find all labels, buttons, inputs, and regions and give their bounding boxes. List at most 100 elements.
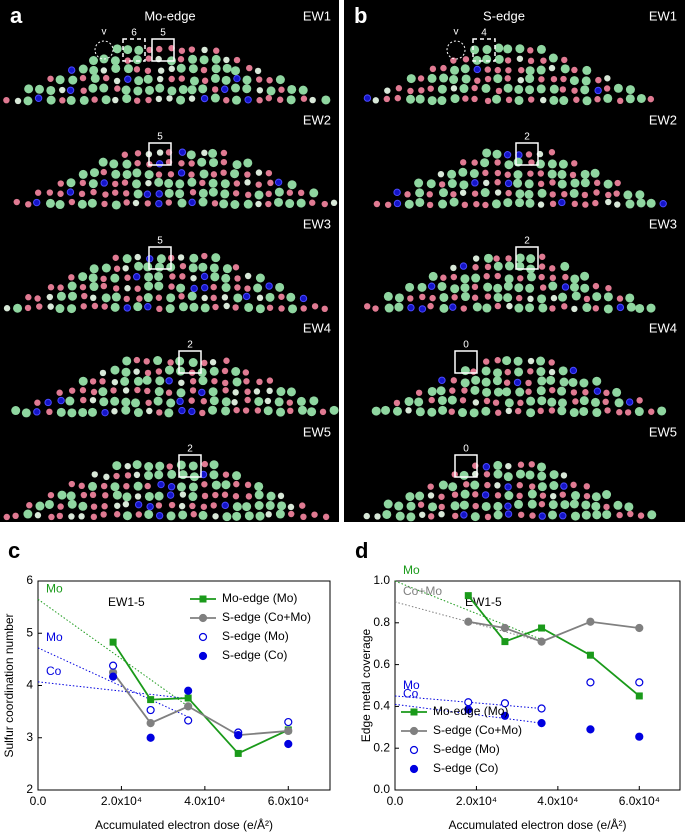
atom xyxy=(415,188,425,198)
atom xyxy=(157,67,165,74)
atom xyxy=(583,295,591,303)
atom xyxy=(627,510,634,518)
atom xyxy=(527,170,534,177)
atom xyxy=(122,159,132,169)
atom xyxy=(78,513,85,520)
x-tick-label: 6.0x10⁴ xyxy=(619,794,660,808)
atom xyxy=(122,492,132,502)
atom xyxy=(481,377,491,387)
atom xyxy=(44,398,52,407)
atom xyxy=(582,303,592,313)
atom xyxy=(57,284,64,291)
atom xyxy=(110,273,120,283)
atom xyxy=(144,461,154,471)
atom xyxy=(515,44,525,54)
atom xyxy=(223,56,230,64)
atom xyxy=(540,57,547,64)
atom xyxy=(516,55,524,62)
atom xyxy=(56,512,64,520)
atom xyxy=(494,169,502,177)
y-tick-label: 5 xyxy=(26,625,33,639)
panel-label: b xyxy=(354,3,367,28)
atom xyxy=(264,397,272,405)
atom xyxy=(144,272,154,282)
atom xyxy=(460,366,470,376)
atom xyxy=(211,253,221,263)
atom xyxy=(572,398,579,405)
atom xyxy=(175,189,185,199)
atom xyxy=(616,409,623,416)
atom xyxy=(78,64,88,74)
atom xyxy=(473,65,481,74)
atom xyxy=(100,511,107,518)
atom xyxy=(13,303,23,313)
atom xyxy=(560,472,568,479)
atom xyxy=(447,179,457,189)
atom xyxy=(439,303,449,313)
atom xyxy=(209,263,219,273)
frame-label: EW4 xyxy=(649,320,677,335)
atom xyxy=(112,490,122,500)
atom xyxy=(266,86,276,96)
atom xyxy=(438,503,445,511)
atom xyxy=(492,399,500,406)
atom xyxy=(494,357,501,364)
legend-label: S-edge (Co) xyxy=(222,648,287,662)
atom xyxy=(415,94,425,104)
atom xyxy=(460,378,470,388)
atom xyxy=(493,387,503,397)
atom xyxy=(548,359,555,366)
atom xyxy=(221,294,229,301)
atom xyxy=(287,84,297,94)
atom xyxy=(540,96,547,104)
atom xyxy=(482,169,489,177)
atom xyxy=(593,179,601,187)
atom xyxy=(188,397,195,404)
atom xyxy=(494,159,501,166)
atom xyxy=(90,513,98,521)
atom xyxy=(210,93,220,103)
atom xyxy=(101,408,109,417)
atom xyxy=(101,503,108,510)
atom xyxy=(232,190,240,197)
atom xyxy=(278,305,285,312)
atom xyxy=(209,366,219,376)
atom xyxy=(200,272,209,281)
atom xyxy=(537,471,547,481)
atom xyxy=(405,282,415,292)
atom xyxy=(571,160,578,167)
atom xyxy=(255,76,263,83)
atom xyxy=(547,169,557,179)
atom xyxy=(242,407,250,414)
atom xyxy=(178,160,185,167)
data-point xyxy=(586,617,595,626)
atom xyxy=(646,303,656,313)
atom xyxy=(3,305,11,312)
atom xyxy=(223,357,230,364)
atom xyxy=(265,94,273,102)
atom xyxy=(134,500,143,509)
atom xyxy=(199,409,206,417)
atom xyxy=(201,359,208,367)
atom xyxy=(528,96,535,103)
atom xyxy=(91,302,99,310)
atom xyxy=(616,511,623,519)
atom xyxy=(471,294,479,301)
atom xyxy=(548,281,558,291)
atom xyxy=(557,179,567,189)
atom xyxy=(143,293,153,303)
atom xyxy=(458,167,468,177)
atom xyxy=(144,281,154,291)
atom xyxy=(406,501,416,511)
legend-marker xyxy=(198,632,208,642)
data-point xyxy=(464,617,473,626)
atom xyxy=(123,199,130,206)
legend-label: S-edge (Mo) xyxy=(433,742,500,756)
atom xyxy=(265,200,272,208)
atom xyxy=(88,273,98,283)
atom xyxy=(244,285,251,292)
x-axis-label: Accumulated electron dose (e/Å²) xyxy=(448,817,626,832)
atom xyxy=(178,502,186,510)
atom xyxy=(209,460,219,470)
atom xyxy=(200,66,208,74)
